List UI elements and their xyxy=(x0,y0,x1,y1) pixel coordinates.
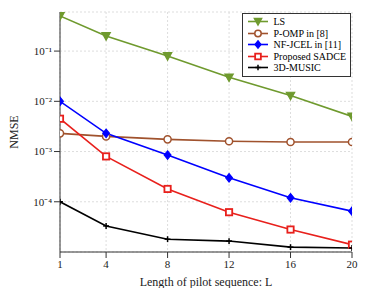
svg-text:10⁻¹: 10⁻¹ xyxy=(34,45,52,57)
svg-text:12: 12 xyxy=(224,258,235,270)
svg-text:8: 8 xyxy=(165,258,171,270)
html-text:P-OMP in [8]: P-OMP in [8] xyxy=(273,27,329,39)
svg-text:10⁻³: 10⁻³ xyxy=(34,145,53,157)
svg-text:10⁻⁴: 10⁻⁴ xyxy=(33,196,52,208)
html-text:3D-MUSIC: 3D-MUSIC xyxy=(273,62,321,73)
svg-text:1: 1 xyxy=(57,258,63,270)
html-text:Proposed SADCE: Proposed SADCE xyxy=(273,50,346,62)
html-text:NF-JCEL in [11]: NF-JCEL in [11] xyxy=(273,39,342,50)
svg-text:10⁻²: 10⁻² xyxy=(34,95,53,107)
html-text:LS: LS xyxy=(273,16,286,27)
svg-text:16: 16 xyxy=(285,258,297,270)
svg-text:Length of pilot sequence: L: Length of pilot sequence: L xyxy=(140,275,273,288)
svg-text:NMSE: NMSE xyxy=(8,115,21,148)
svg-text:4: 4 xyxy=(103,258,109,270)
svg-text:20: 20 xyxy=(347,258,359,270)
